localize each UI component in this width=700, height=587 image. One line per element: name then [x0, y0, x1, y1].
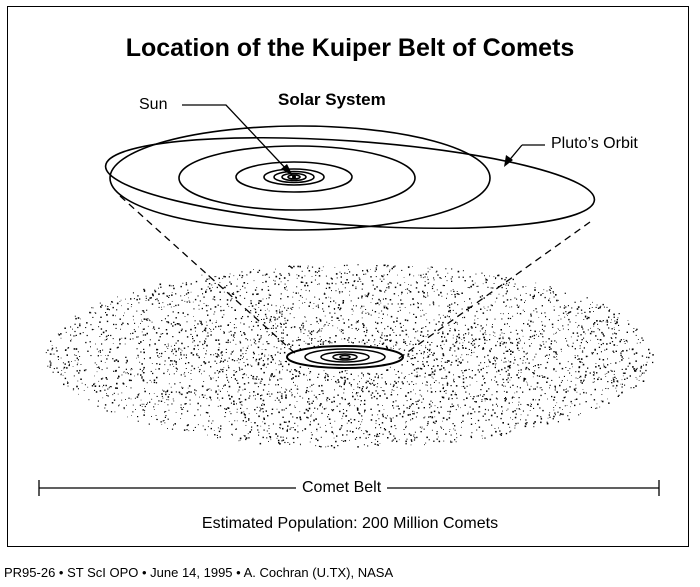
inner-solar-system: [286, 345, 404, 369]
neptune-orbit: [109, 125, 491, 231]
pluto-orbit: [104, 136, 596, 230]
population-estimate: Estimated Population: 200 Million Comets: [201, 515, 499, 532]
figure-frame: [7, 6, 689, 547]
sun-leader: [182, 104, 293, 176]
pluto-orbit-label: Pluto’s Orbit: [551, 135, 638, 152]
uranus-orbit: [178, 145, 416, 211]
sun-label: Sun: [139, 96, 168, 113]
comet-belt-cloud: [45, 264, 654, 449]
credit-line: PR95-26 • ST ScI OPO • June 14, 1995 • A…: [4, 565, 394, 580]
figure-title: Location of the Kuiper Belt of Comets: [125, 34, 575, 62]
comet-belt-label: Comet Belt: [296, 479, 388, 497]
solar-system-orbits: [104, 125, 596, 231]
saturn-orbit: [235, 161, 353, 193]
projection-lines: [119, 195, 591, 360]
pluto-leader: [504, 144, 545, 167]
solar-system-heading: Solar System: [278, 90, 386, 109]
